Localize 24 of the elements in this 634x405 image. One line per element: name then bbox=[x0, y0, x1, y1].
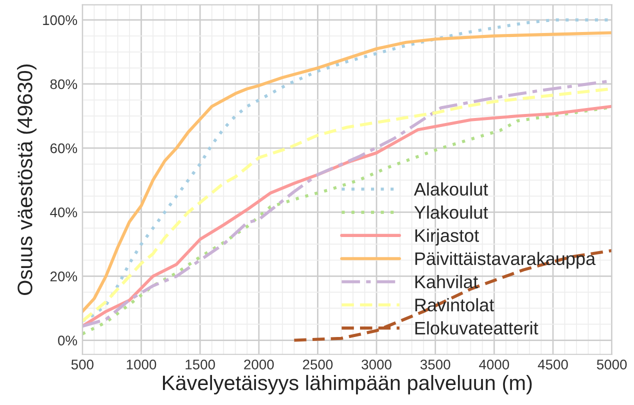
x-tick-label: 1000 bbox=[126, 360, 156, 370]
x-tick-label: 4500 bbox=[538, 360, 568, 370]
legend-label: Kahvilat bbox=[415, 274, 478, 288]
x-tick-label: 4000 bbox=[479, 360, 510, 370]
x-tick-label: 2500 bbox=[302, 360, 333, 370]
y-tick-label: 80% bbox=[50, 79, 78, 90]
y-axis-title: Osuus väestöstä (49630) bbox=[17, 64, 36, 296]
x-tick-label: 2000 bbox=[244, 360, 274, 370]
x-tick-label: 3500 bbox=[420, 360, 450, 370]
y-tick-label: 40% bbox=[50, 207, 78, 218]
legend-label: Ylakoulut bbox=[414, 206, 488, 219]
legend-label: Kirjastot bbox=[415, 228, 479, 246]
y-tick-label: 60% bbox=[50, 143, 78, 154]
x-axis-title: Kävelyetäisyys lähimpään palveluun (m) bbox=[162, 374, 532, 394]
y-tick-label: 100% bbox=[43, 15, 78, 26]
legend-label: Elokuvateatterit bbox=[415, 321, 538, 335]
y-tick-label: 20% bbox=[50, 272, 78, 282]
x-tick-label: 5000 bbox=[596, 360, 627, 370]
y-tick-label: 0% bbox=[58, 336, 78, 346]
x-tick-label: 500 bbox=[71, 360, 94, 370]
line-series bbox=[292, 249, 612, 342]
x-tick-label: 1500 bbox=[186, 360, 215, 370]
x-tick-label: 3000 bbox=[362, 360, 392, 370]
legend-label: Alakoulut bbox=[414, 182, 488, 196]
